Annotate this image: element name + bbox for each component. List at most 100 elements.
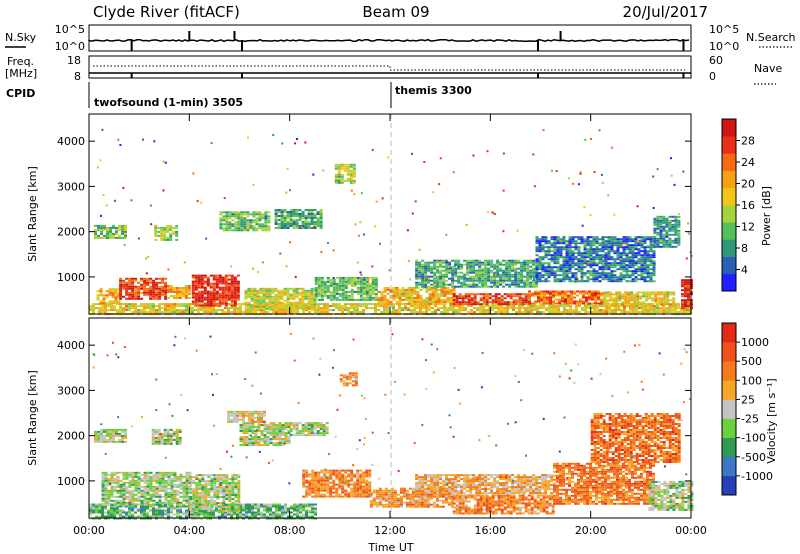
power-cell-446 — [362, 311, 365, 314]
power-cell-758 — [563, 311, 566, 314]
power-cell-2334 — [606, 293, 610, 296]
power-cell-2331 — [603, 301, 607, 304]
velocity-cell-119 — [143, 507, 146, 510]
power-cell-1499 — [265, 303, 269, 306]
power-cell-1803 — [359, 292, 363, 295]
power-cell-1664 — [317, 288, 321, 291]
power-cell-2392 — [633, 303, 637, 306]
power-cell-1986 — [428, 296, 432, 299]
power-cell-2735 — [472, 271, 476, 274]
power-cell-2675 — [454, 285, 458, 288]
power-cell-3953 — [219, 211, 223, 214]
power-cell-3629 — [637, 274, 641, 277]
power-cell-1817 — [362, 298, 366, 301]
power-cell-3063 — [547, 246, 551, 249]
power-cell-1076 — [137, 285, 141, 288]
power-cell-2032 — [446, 288, 450, 291]
power-cell-1920 — [401, 292, 405, 295]
power-cell-2882 — [508, 285, 512, 288]
power-cell-3043 — [541, 280, 545, 283]
power-cell-2117 — [491, 295, 495, 298]
power-cell-3623 — [637, 258, 641, 261]
power-cell-2687 — [460, 263, 464, 266]
power-cell-2761 — [478, 275, 482, 278]
power-cell-2407 — [642, 303, 646, 306]
power-cell-3698 — [649, 256, 653, 259]
power-cell-3985 — [228, 227, 232, 230]
power-cell-1179 — [175, 287, 179, 289]
power-cell-2164 — [521, 297, 525, 300]
power-cell-3085 — [550, 256, 554, 259]
power-cell-2909 — [517, 267, 521, 270]
power-cell-3854 — [97, 234, 100, 237]
power-cell-3745 — [656, 225, 660, 228]
power-cell-3645 — [640, 268, 644, 271]
power-cell-2886 — [511, 265, 515, 268]
power-cell-2212 — [546, 292, 549, 295]
power-cell-4223 — [319, 211, 323, 213]
power-cell-2304 — [594, 290, 597, 293]
power-cell-3756 — [659, 219, 663, 222]
power-cell-1798 — [359, 282, 363, 285]
power-cell-2753 — [478, 259, 482, 262]
power-cell-1885 — [386, 298, 390, 301]
power-cell-3123 — [556, 256, 560, 259]
velocity-cell-31 — [101, 511, 104, 514]
power-cell-4224 — [319, 213, 323, 215]
power-cell-1853 — [374, 280, 378, 283]
power-cell-1260 — [200, 294, 204, 297]
velocity-cell-286 — [221, 513, 224, 516]
power-cell-3914 — [157, 226, 161, 229]
power-cell-641 — [494, 305, 497, 308]
power-cell-2436 — [660, 291, 664, 294]
power-cell-2596 — [433, 281, 437, 284]
power-cell-1739 — [341, 280, 345, 283]
power-cell-2635 — [445, 259, 449, 262]
power-cell-2810 — [490, 277, 494, 280]
power-cell-384 — [323, 307, 326, 310]
power-speck-70 — [261, 261, 264, 264]
power-cell-1619 — [307, 293, 311, 296]
power-cell-3486 — [616, 240, 620, 243]
power-speck-132 — [97, 229, 100, 232]
power-cell-1000 — [111, 292, 115, 295]
power-cell-1305 — [212, 282, 216, 285]
power-cell-2230 — [555, 290, 558, 293]
power-cell-3918 — [160, 228, 164, 231]
power-cell-1644 — [313, 301, 317, 304]
power-cell-3822 — [674, 221, 678, 224]
power-cell-1093 — [143, 283, 147, 286]
power-cell-844 — [617, 309, 620, 312]
power-cell-2690 — [460, 271, 464, 274]
velocity-cell-134 — [149, 515, 152, 518]
power-cell-1347 — [221, 280, 225, 283]
power-cell-2733 — [472, 267, 476, 270]
power-cell-1508 — [268, 299, 272, 302]
power-cell-3592 — [631, 270, 635, 273]
power-cell-611 — [476, 307, 479, 310]
power-cell-3296 — [586, 236, 590, 239]
power-cell-4051 — [252, 221, 256, 224]
power-cell-1545 — [280, 301, 284, 304]
power-cell-1003 — [111, 300, 115, 303]
power-speck-126 — [137, 237, 140, 240]
power-cell-2495 — [687, 285, 690, 288]
power-cell-2314 — [597, 296, 600, 299]
velocity-cell-144 — [155, 509, 158, 512]
power-cell-1178 — [172, 297, 176, 299]
velocity-cell-180 — [173, 505, 176, 508]
power-cell-3289 — [583, 258, 587, 261]
power-cell-2988 — [535, 285, 539, 288]
power-speck-90 — [200, 201, 203, 204]
power-cell-525 — [419, 305, 422, 308]
power-cell-1037 — [125, 281, 129, 284]
power-cell-3897 — [121, 230, 124, 233]
power-cell-3055 — [544, 268, 548, 271]
power-cell-589 — [458, 311, 461, 314]
power-cell-4160 — [295, 215, 299, 217]
power-cell-1865 — [377, 300, 381, 303]
power-cell-406 — [338, 307, 341, 310]
power-speck-157 — [149, 204, 152, 207]
power-cell-2444 — [663, 295, 667, 298]
power-cell-949 — [677, 307, 680, 310]
